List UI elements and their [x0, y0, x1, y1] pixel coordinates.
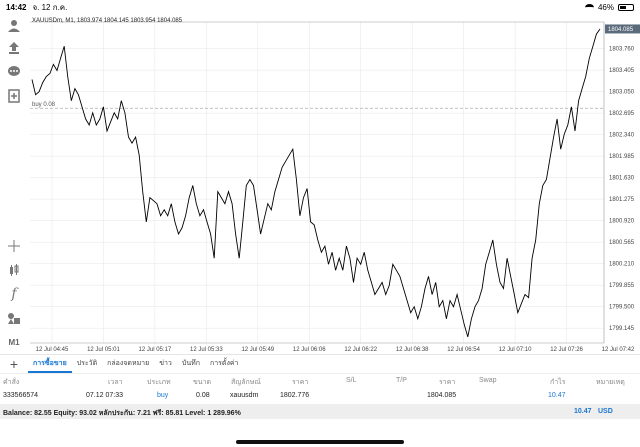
col-sl: S/L: [346, 377, 357, 384]
y-tick-label: 1801.275: [609, 197, 635, 203]
status-date: จ. 12 ก.ค.: [32, 2, 68, 12]
col-time: เวลา: [108, 379, 123, 386]
y-tick-label: 1802.695: [609, 111, 635, 117]
col-order: คำสั่ง: [3, 379, 20, 386]
indicators-icon[interactable]: f: [11, 286, 17, 302]
currency-label: USD: [598, 408, 613, 415]
y-tick-label: 1801.630: [609, 176, 635, 182]
order-ticket: 333566574: [3, 392, 39, 399]
col-comment: หมายเหตุ: [596, 379, 625, 386]
x-tick-label: 12 Jul 07:26: [550, 347, 583, 353]
order-symbol: xauusdm: [230, 392, 259, 399]
y-tick-label: 1803.405: [609, 68, 635, 74]
col-volume: ขนาด: [193, 379, 212, 386]
x-tick-label: 12 Jul 06:06: [293, 347, 326, 353]
x-axis: 12 Jul 04:45 12 Jul 05:01 12 Jul 05:17 12 J…: [36, 347, 635, 353]
tab-history[interactable]: ประวัติ: [76, 359, 98, 367]
y-axis: 1803.760 1803.405 1803.050 1802.695 1802.340…: [609, 47, 635, 333]
chart-background: [28, 14, 640, 354]
price-line: [31, 28, 601, 338]
total-profit: 10.47: [574, 408, 592, 415]
y-tick-label: 1799.145: [609, 326, 635, 332]
terminal-tabs: + การซื้อขาย ประวัติ กล่องจดหมาย ข่าว บั…: [0, 354, 640, 373]
wifi-icon: [584, 3, 594, 11]
x-tick-label: 12 Jul 05:17: [139, 347, 172, 353]
order-profit: 10.47: [548, 392, 566, 399]
col-current-price: ราคา: [439, 379, 456, 386]
y-tick-label: 1799.500: [609, 305, 635, 311]
x-tick-label: 12 Jul 06:22: [344, 347, 377, 353]
tab-mailbox[interactable]: กล่องจดหมาย: [107, 359, 150, 367]
col-symbol: สัญลักษณ์: [231, 379, 261, 386]
chart-header: XAUUSDm, M1, 1803.974 1804.145 1803.954 …: [32, 18, 183, 24]
x-tick-label: 12 Jul 05:01: [87, 347, 120, 353]
objects-icon[interactable]: [4, 308, 24, 328]
x-tick-label: 12 Jul 05:33: [190, 347, 223, 353]
tab-settings[interactable]: การตั้งค่า: [209, 359, 239, 367]
x-tick-label: 12 Jul 06:54: [447, 347, 480, 353]
order-current-price: 1804.085: [427, 392, 457, 399]
y-tick-label: 1803.050: [609, 90, 635, 96]
current-price-tag: [605, 24, 640, 34]
x-tick-label: 12 Jul 07:10: [499, 347, 532, 353]
chart-type-icon[interactable]: [4, 260, 24, 280]
battery-icon: [618, 3, 634, 11]
order-time: 07.12 07:33: [86, 392, 123, 399]
col-type: ประเภท: [147, 379, 171, 386]
left-toolbar: f M1: [0, 14, 28, 354]
y-tick-label: 1799.855: [609, 283, 635, 289]
account-icon[interactable]: [4, 16, 24, 36]
order-row[interactable]: 333566574 07.12 07:33 buy 0.08 xauusdm 1…: [0, 387, 640, 405]
col-profit: กำไร: [550, 379, 566, 386]
battery-percent: 46%: [597, 2, 614, 12]
x-tick-label: 12 Jul 07:42: [602, 347, 635, 353]
status-bar: 14:42 จ. 12 ก.ค. 46%: [0, 0, 640, 14]
price-chart[interactable]: buy 0.08 XAUUSDm, M1, 1803.974 1804.145 …: [28, 14, 640, 354]
col-tp: T/P: [396, 377, 407, 384]
y-tick-label: 1802.340: [609, 133, 635, 139]
y-tick-label: 1803.760: [609, 47, 635, 53]
tab-news[interactable]: ข่าว: [159, 359, 172, 367]
home-indicator[interactable]: [236, 440, 404, 444]
y-tick-label: 1800.210: [609, 262, 635, 268]
balance-summary: Balance: 82.55 Equity: 93.02 หลักประกัน:…: [3, 410, 241, 417]
new-order-icon[interactable]: [4, 86, 24, 106]
order-open-price: 1802.776: [280, 392, 310, 399]
x-tick-label: 12 Jul 04:45: [36, 347, 69, 353]
balance-bar: Balance: 82.55 Equity: 93.02 หลักประกัน:…: [0, 404, 640, 419]
tab-journal[interactable]: บันทึก: [181, 359, 200, 367]
col-swap: Swap: [479, 377, 497, 384]
tab-trade[interactable]: การซื้อขาย: [28, 355, 72, 373]
crosshair-icon[interactable]: [4, 236, 24, 256]
y-tick-label: 1801.985: [609, 154, 635, 160]
current-price-label: 1804.085: [608, 27, 634, 33]
x-tick-label: 12 Jul 05:49: [241, 347, 274, 353]
y-tick-label: 1800.920: [609, 219, 635, 225]
y-tick-label: 1800.565: [609, 240, 635, 246]
timeframe-button[interactable]: M1: [8, 337, 20, 347]
chat-icon[interactable]: [4, 62, 24, 82]
chart-grid: [30, 22, 604, 343]
order-line-label: buy 0.08: [32, 102, 56, 108]
status-time: 14:42: [6, 2, 27, 12]
orders-header: คำสั่ง เวลา ประเภท ขนาด สัญลักษณ์ ราคา S…: [0, 373, 640, 386]
add-icon[interactable]: +: [9, 355, 19, 372]
col-price: ราคา: [292, 379, 309, 386]
x-tick-label: 12 Jul 06:38: [396, 347, 429, 353]
order-type: buy: [157, 392, 169, 399]
chart-canvas[interactable]: buy 0.08 XAUUSDm, M1, 1803.974 1804.145 …: [28, 14, 640, 354]
trade-icon[interactable]: [4, 38, 24, 58]
order-volume: 0.08: [196, 392, 210, 399]
